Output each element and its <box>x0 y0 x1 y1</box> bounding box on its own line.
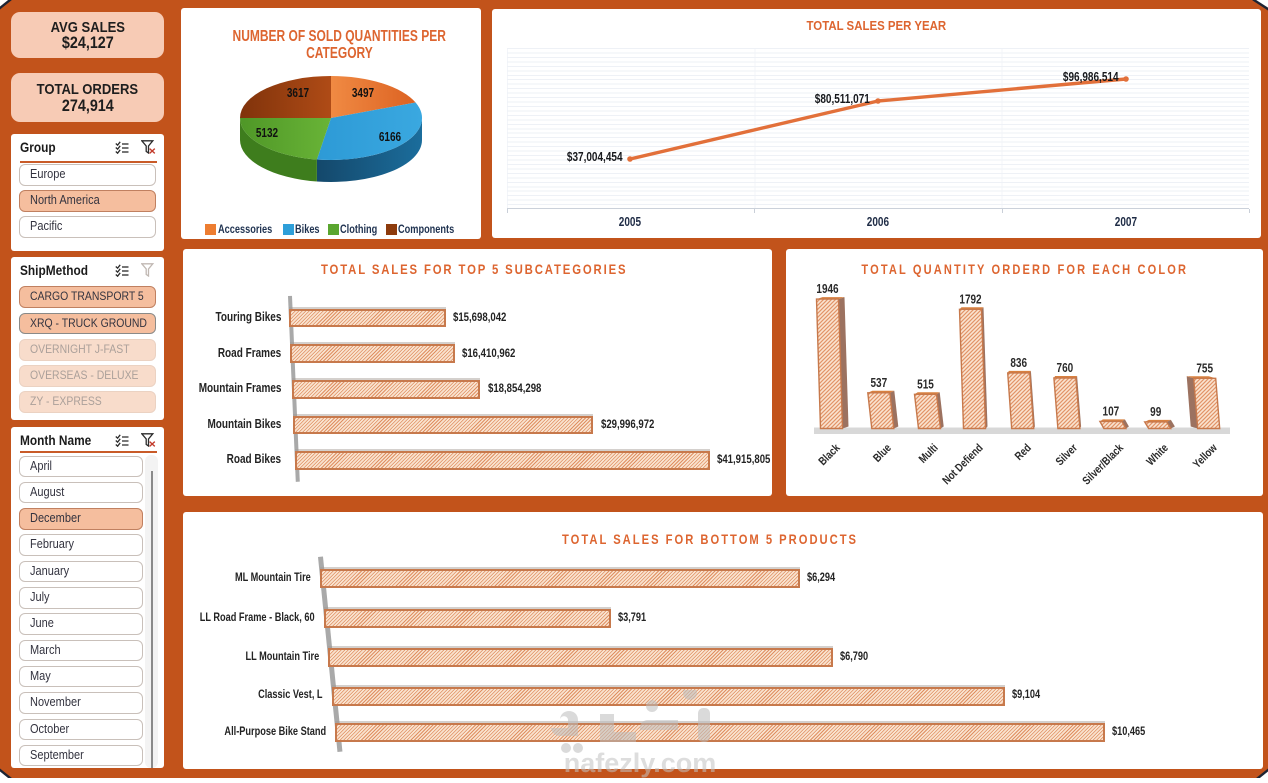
svg-text:White: White <box>1145 442 1171 468</box>
svg-text:Silver/Black: Silver/Black <box>1081 442 1127 488</box>
svg-text:Red: Red <box>1013 442 1034 463</box>
svg-text:Black: Black <box>817 442 843 468</box>
svg-text:537: 537 <box>870 376 887 390</box>
svg-text:Silver: Silver <box>1054 442 1080 468</box>
svg-text:1792: 1792 <box>959 292 981 306</box>
svg-text:Not Defiend: Not Defiend <box>941 442 986 487</box>
svg-text:515: 515 <box>917 377 934 391</box>
svg-text:755: 755 <box>1196 361 1213 375</box>
svg-text:Multi: Multi <box>917 442 941 466</box>
svg-text:836: 836 <box>1010 356 1027 370</box>
svg-text:99: 99 <box>1150 405 1161 419</box>
svg-text:107: 107 <box>1103 404 1120 418</box>
svg-text:760: 760 <box>1057 361 1074 375</box>
svg-text:1946: 1946 <box>816 282 838 296</box>
svg-text:Blue: Blue <box>871 442 894 465</box>
svg-text:Yellow: Yellow <box>1191 442 1220 471</box>
